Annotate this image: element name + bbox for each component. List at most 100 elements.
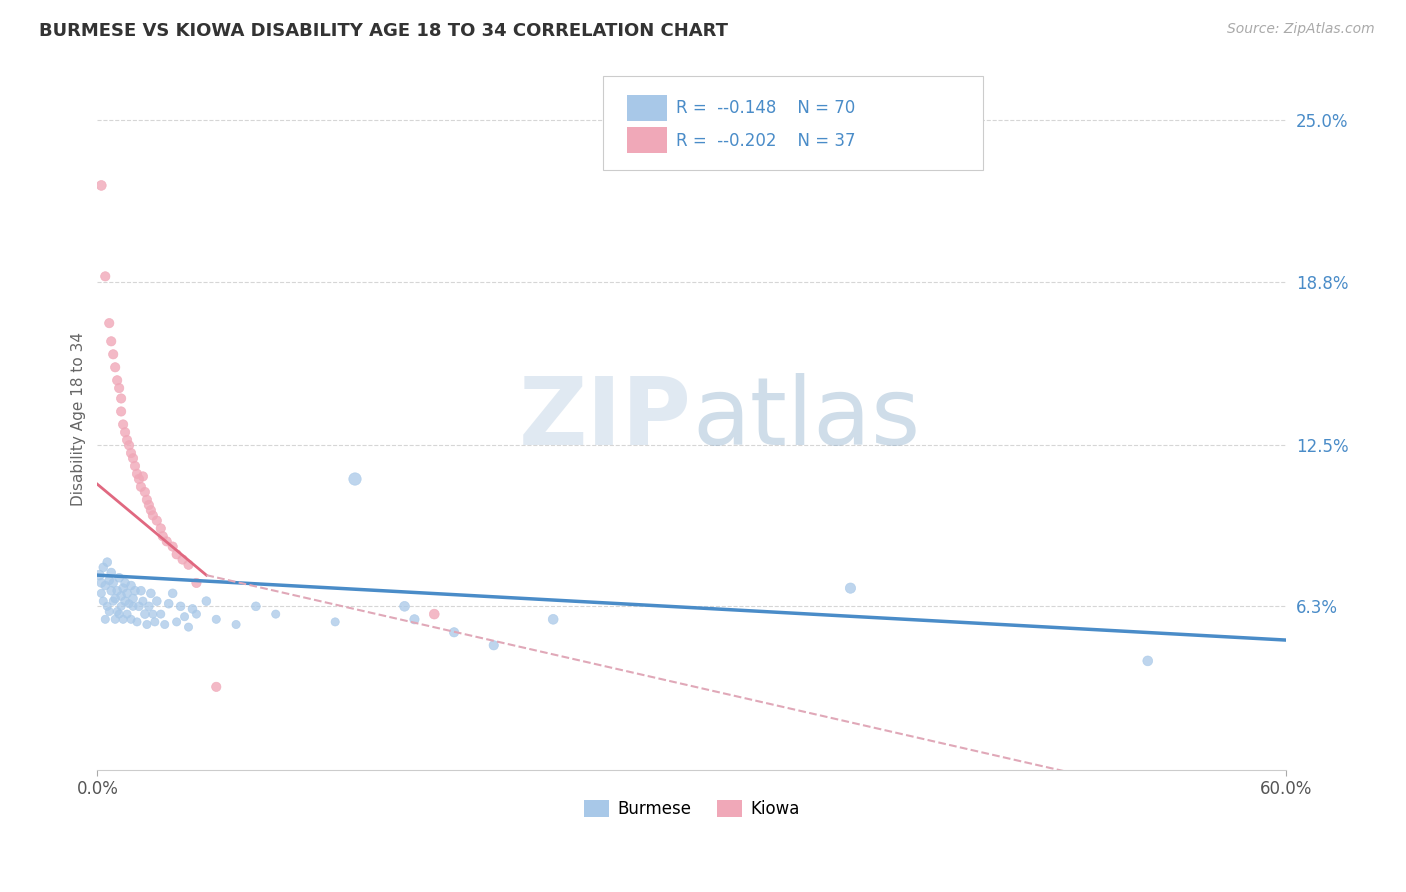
Text: atlas: atlas (692, 373, 920, 466)
Point (124, 583, 146, 598)
Point (129, 480, 152, 494)
Text: R =  --0.202    N = 37: R = --0.202 N = 37 (676, 132, 856, 150)
Point (162, 540, 184, 554)
Point (90, 576, 112, 591)
Point (323, 615, 346, 629)
FancyBboxPatch shape (627, 95, 666, 121)
Point (114, 576, 136, 591)
Point (177, 558, 200, 572)
Point (105, 583, 128, 598)
Point (128, 599, 150, 614)
Point (100, 583, 122, 598)
Y-axis label: Disability Age 18 to 34: Disability Age 18 to 34 (72, 332, 86, 507)
Point (110, 589, 132, 603)
Point (98, 316, 121, 330)
Point (125, 615, 148, 629)
FancyBboxPatch shape (627, 128, 666, 153)
Point (135, 492, 157, 507)
Point (186, 576, 208, 591)
Point (166, 547, 188, 561)
Point (394, 599, 416, 614)
Point (149, 521, 172, 535)
Point (146, 514, 169, 528)
Point (112, 581, 135, 595)
Point (132, 469, 155, 483)
Point (103, 347, 125, 361)
Point (162, 586, 184, 600)
Point (122, 591, 145, 606)
Point (94, 269, 117, 284)
Point (156, 534, 179, 549)
Point (124, 458, 146, 473)
Point (100, 334, 122, 349)
Point (423, 607, 446, 621)
Point (122, 451, 145, 466)
Text: R =  --0.148    N = 70: R = --0.148 N = 70 (676, 99, 856, 117)
Point (146, 594, 169, 608)
Point (105, 605, 128, 619)
Point (103, 576, 125, 591)
Point (134, 607, 156, 621)
Point (108, 571, 131, 585)
Point (98, 605, 121, 619)
Legend: Burmese, Kiowa: Burmese, Kiowa (578, 793, 806, 825)
Point (149, 607, 172, 621)
Point (110, 599, 132, 614)
Point (108, 381, 131, 395)
Point (128, 472, 150, 486)
Point (91, 594, 114, 608)
Point (115, 607, 138, 621)
Point (839, 581, 862, 595)
Point (139, 503, 162, 517)
Point (153, 617, 176, 632)
Point (94, 612, 117, 626)
Point (103, 594, 125, 608)
Point (138, 498, 160, 512)
Point (134, 485, 156, 500)
Point (143, 615, 166, 629)
Point (112, 417, 135, 432)
Point (96, 599, 118, 614)
Point (142, 508, 165, 523)
Point (404, 612, 426, 626)
Point (120, 446, 142, 460)
Text: Source: ZipAtlas.com: Source: ZipAtlas.com (1227, 22, 1375, 37)
Text: BURMESE VS KIOWA DISABILITY AGE 18 TO 34 CORRELATION CHART: BURMESE VS KIOWA DISABILITY AGE 18 TO 34… (39, 22, 728, 40)
Point (195, 594, 218, 608)
Point (114, 425, 136, 440)
Point (125, 467, 148, 481)
Point (91, 560, 114, 574)
Text: ZIP: ZIP (519, 373, 692, 466)
Point (225, 617, 247, 632)
Point (90, 178, 112, 193)
Point (205, 612, 228, 626)
Point (98, 574, 121, 588)
Point (443, 625, 465, 640)
Point (135, 617, 157, 632)
Point (172, 552, 194, 566)
FancyBboxPatch shape (603, 76, 983, 170)
Point (90, 586, 112, 600)
Point (110, 404, 132, 418)
Point (96, 555, 118, 569)
Point (173, 609, 195, 624)
Point (120, 578, 142, 592)
Point (181, 602, 204, 616)
Point (132, 594, 155, 608)
Point (115, 433, 138, 447)
Point (541, 612, 564, 626)
Point (114, 594, 136, 608)
Point (94, 578, 117, 592)
Point (186, 607, 208, 621)
Point (264, 607, 287, 621)
Point (108, 607, 131, 621)
Point (122, 599, 145, 614)
Point (104, 591, 127, 606)
Point (482, 638, 505, 652)
Point (104, 360, 127, 375)
Point (104, 612, 127, 626)
Point (177, 620, 200, 634)
Point (118, 438, 141, 452)
Point (129, 583, 152, 598)
Point (139, 586, 162, 600)
